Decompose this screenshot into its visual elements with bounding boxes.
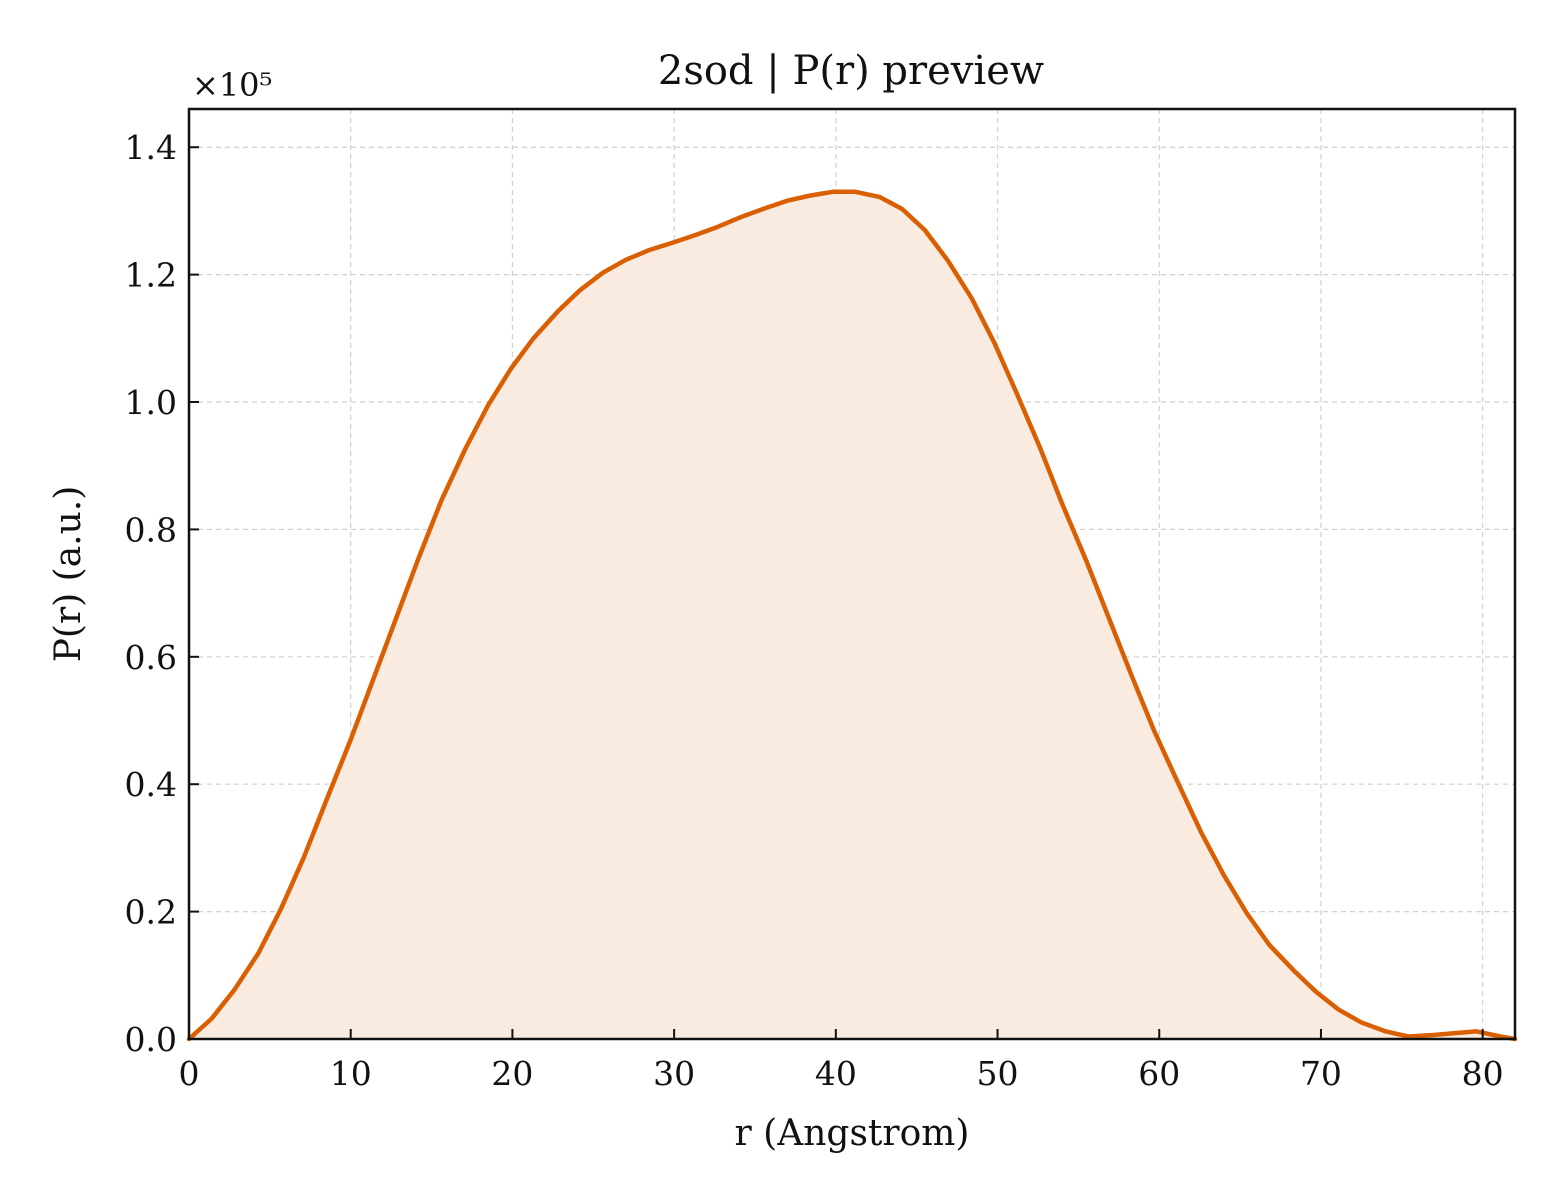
x-tick-label: 20: [491, 1054, 533, 1093]
y-tick-label: 1.2: [125, 256, 177, 295]
y-tick-label: 0.6: [125, 638, 177, 677]
y-tick-label: 0.0: [125, 1020, 177, 1059]
series-area-fill: [189, 191, 1515, 1039]
series-line: [186, 189, 1518, 1042]
x-tick-label: 70: [1300, 1054, 1342, 1093]
plot-frame: [187, 107, 1517, 1041]
y-tick-label: 0.2: [125, 893, 177, 932]
x-tick-label: 30: [653, 1054, 695, 1093]
x-tick-label: 50: [977, 1054, 1019, 1093]
x-axis-label: r (Angstrom): [735, 1113, 970, 1154]
y-axis-ticks: 0.0 0.2 0.4 0.6 0.8 1.0 1.2 1.4: [125, 128, 199, 1059]
chart-title: 2sod | P(r) preview: [658, 48, 1044, 94]
x-tick-label: 40: [815, 1054, 857, 1093]
x-tick-label: 80: [1462, 1054, 1504, 1093]
x-tick-label: 10: [330, 1054, 372, 1093]
y-axis-multiplier: ×10⁵: [192, 66, 272, 104]
x-tick-label: 0: [179, 1054, 200, 1093]
x-tick-label: 60: [1138, 1054, 1180, 1093]
x-axis-ticks: 0 10 20 30 40 50 60 70 80: [179, 1029, 1504, 1093]
y-tick-label: 0.4: [125, 765, 177, 804]
y-tick-label: 1.0: [125, 383, 177, 422]
y-axis-label: P(r) (a.u.): [48, 486, 89, 663]
y-tick-label: 1.4: [125, 128, 177, 167]
y-tick-label: 0.8: [125, 510, 177, 549]
